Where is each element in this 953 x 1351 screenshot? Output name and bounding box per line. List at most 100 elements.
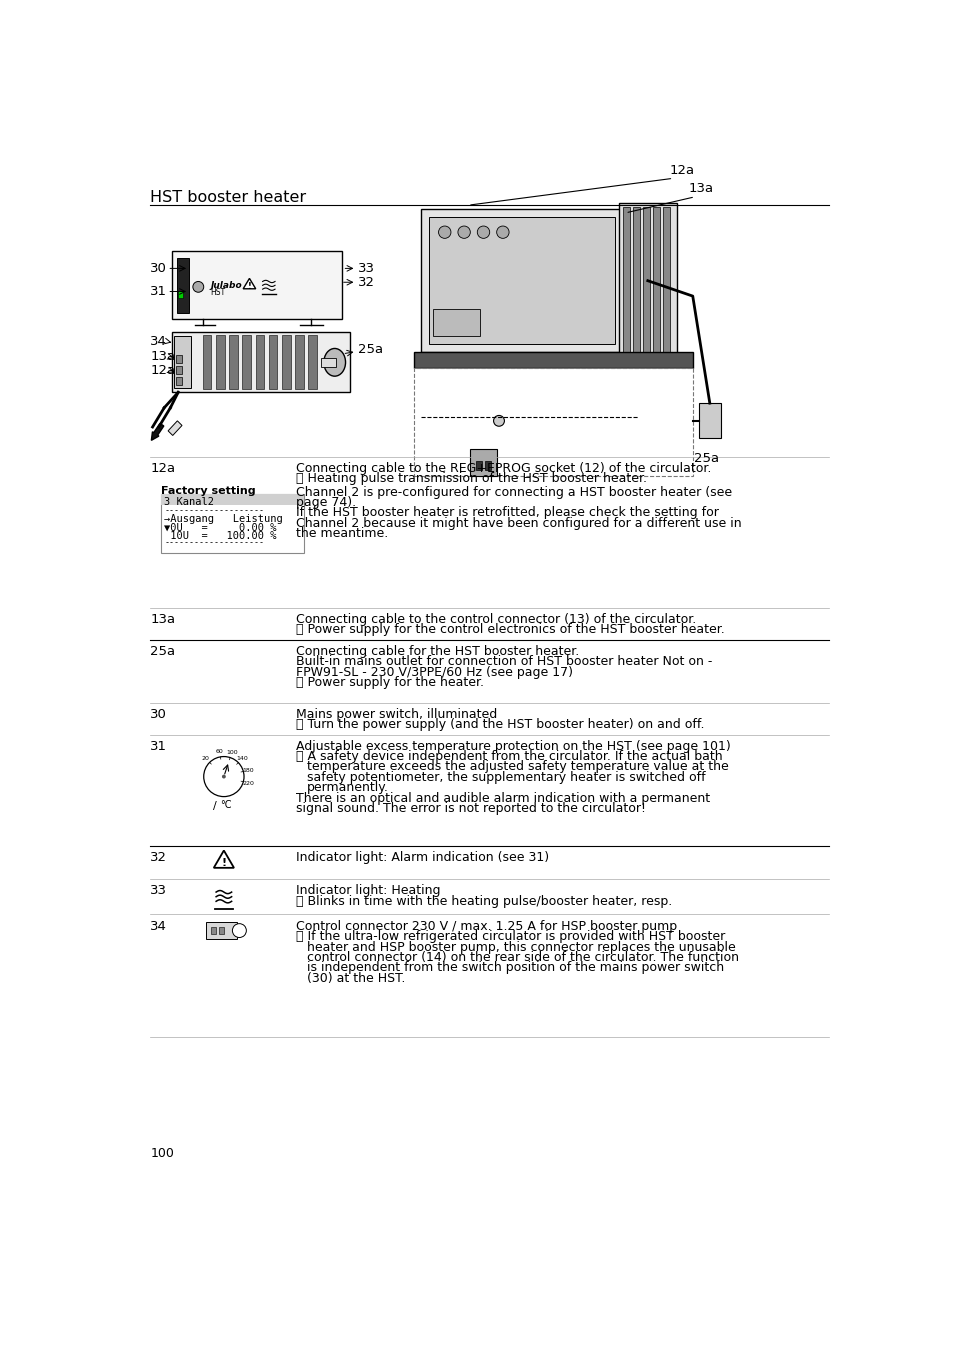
Text: Adjustable excess temperature protection on the HST (see page 101): Adjustable excess temperature protection… [295, 739, 730, 753]
Text: the meantime.: the meantime. [295, 527, 388, 540]
Text: Channel 2 is pre-configured for connecting a HST booster heater (see: Channel 2 is pre-configured for connecti… [295, 485, 731, 499]
Bar [421, 209, 622, 351]
Bar [161, 494, 304, 553]
Bar [642, 207, 649, 354]
Bar [174, 336, 192, 389]
Text: Connecting cable to the REG+EPROG socket (12) of the circulator.: Connecting cable to the REG+EPROG socket… [295, 462, 711, 474]
Bar [308, 335, 316, 389]
Text: 100: 100 [226, 750, 237, 755]
Text: 12a: 12a [150, 365, 175, 377]
Text: 100: 100 [150, 1147, 174, 1161]
Text: temperature exceeds the adjusted safety temperature value at the: temperature exceeds the adjusted safety … [307, 761, 728, 773]
Text: signal sound. The error is not reported to the circulator!: signal sound. The error is not reported … [295, 802, 645, 815]
Text: !: ! [247, 281, 252, 290]
Text: 140: 140 [236, 757, 248, 762]
Text: Indicator light: Alarm indication (see 31): Indicator light: Alarm indication (see 3… [295, 851, 549, 865]
Bar [175, 377, 182, 385]
Text: 25a: 25a [694, 451, 719, 465]
Circle shape [204, 757, 244, 797]
Text: ⓘ Power supply for the heater.: ⓘ Power supply for the heater. [295, 676, 483, 689]
Bar [203, 335, 212, 389]
Text: Channel 2 because it might have been configured for a different use in: Channel 2 because it might have been con… [295, 516, 740, 530]
Text: 31: 31 [150, 285, 167, 299]
Bar [653, 207, 659, 354]
Circle shape [438, 226, 451, 238]
Bar [161, 494, 304, 505]
Text: page 74).: page 74). [295, 496, 355, 509]
Bar [176, 258, 189, 313]
Text: 25a: 25a [150, 644, 175, 658]
Bar [414, 369, 692, 477]
Text: 34: 34 [150, 335, 167, 349]
Bar [294, 335, 303, 389]
Bar [433, 309, 479, 336]
Text: FPW91-SL - 230 V/3PPE/60 Hz (see page 17): FPW91-SL - 230 V/3PPE/60 Hz (see page 17… [295, 666, 573, 678]
Bar [172, 332, 350, 392]
Text: 60: 60 [215, 748, 223, 754]
Text: If the HST booster heater is retrofitted, please check the setting for: If the HST booster heater is retrofitted… [295, 507, 718, 519]
Bar [699, 403, 720, 438]
Bar [633, 207, 639, 354]
Text: 33: 33 [150, 885, 167, 897]
Bar [172, 251, 342, 319]
Text: !: ! [221, 858, 226, 867]
Text: ⓘ Turn the power supply (and the HST booster heater) on and off.: ⓘ Turn the power supply (and the HST boo… [295, 719, 703, 731]
Text: Mains power switch, illuminated: Mains power switch, illuminated [295, 708, 497, 721]
Circle shape [493, 416, 504, 426]
Bar [242, 335, 251, 389]
Circle shape [193, 281, 204, 292]
Bar [414, 351, 692, 369]
Bar [429, 216, 615, 345]
Text: is independent from the switch position of the mains power switch: is independent from the switch position … [307, 962, 723, 974]
Circle shape [222, 774, 226, 778]
Text: HST booster heater: HST booster heater [150, 190, 306, 205]
Bar [484, 461, 491, 470]
Text: 12a: 12a [150, 462, 175, 474]
Text: Indicator light: Heating: Indicator light: Heating [295, 885, 440, 897]
Text: 33: 33 [357, 262, 375, 274]
Text: Factory setting: Factory setting [161, 485, 255, 496]
Text: (30) at the HST.: (30) at the HST. [307, 971, 405, 985]
Text: ⓘ If the ultra-low refrigerated circulator is provided with HST booster: ⓘ If the ultra-low refrigerated circulat… [295, 931, 724, 943]
Text: 13a: 13a [150, 612, 175, 626]
Bar [212, 927, 216, 935]
Text: 32: 32 [150, 851, 167, 865]
Text: °C: °C [220, 800, 232, 811]
Bar [219, 927, 224, 935]
Bar [175, 355, 182, 363]
Text: 12a: 12a [669, 163, 694, 177]
Text: ⓘ A safety device independent from the circulator. If the actual bath: ⓘ A safety device independent from the c… [295, 750, 721, 763]
Polygon shape [168, 422, 182, 435]
Bar [622, 207, 629, 354]
Text: --------------------: -------------------- [164, 505, 264, 515]
Bar [269, 335, 277, 389]
Text: permanently.: permanently. [307, 781, 388, 794]
Bar [229, 335, 237, 389]
Text: →Ausgang   Leistung: →Ausgang Leistung [164, 515, 283, 524]
Text: Built-in mains outlet for connection of HST booster heater Not on -: Built-in mains outlet for connection of … [295, 655, 712, 669]
Text: 31: 31 [150, 739, 167, 753]
FancyArrow shape [152, 423, 164, 440]
Circle shape [457, 226, 470, 238]
Polygon shape [213, 851, 233, 867]
Bar [282, 335, 291, 389]
Bar [175, 366, 182, 374]
Text: Julabo: Julabo [211, 281, 242, 289]
FancyBboxPatch shape [206, 923, 236, 939]
Text: ▼0U   =     0.00 %: ▼0U = 0.00 % [164, 523, 276, 532]
Text: 13a: 13a [688, 182, 713, 196]
Polygon shape [243, 278, 255, 289]
Text: 10U  =   100.00 %: 10U = 100.00 % [164, 531, 276, 542]
Bar [662, 207, 670, 354]
Bar [618, 203, 677, 358]
Text: heater and HSP booster pump, this connector replaces the unusable: heater and HSP booster pump, this connec… [307, 940, 735, 954]
Bar [216, 335, 224, 389]
Text: 180: 180 [242, 767, 254, 773]
Text: ⓘ Blinks in time with the heating pulse/booster heater, resp.: ⓘ Blinks in time with the heating pulse/… [295, 894, 672, 908]
Circle shape [233, 924, 246, 938]
Circle shape [476, 226, 489, 238]
Text: /: / [213, 801, 216, 811]
Text: 25a: 25a [357, 343, 383, 355]
Text: Control connector 230 V / max. 1.25 A for HSP booster pump: Control connector 230 V / max. 1.25 A fo… [295, 920, 677, 932]
Text: Connecting cable for the HST booster heater.: Connecting cable for the HST booster hea… [295, 644, 578, 658]
